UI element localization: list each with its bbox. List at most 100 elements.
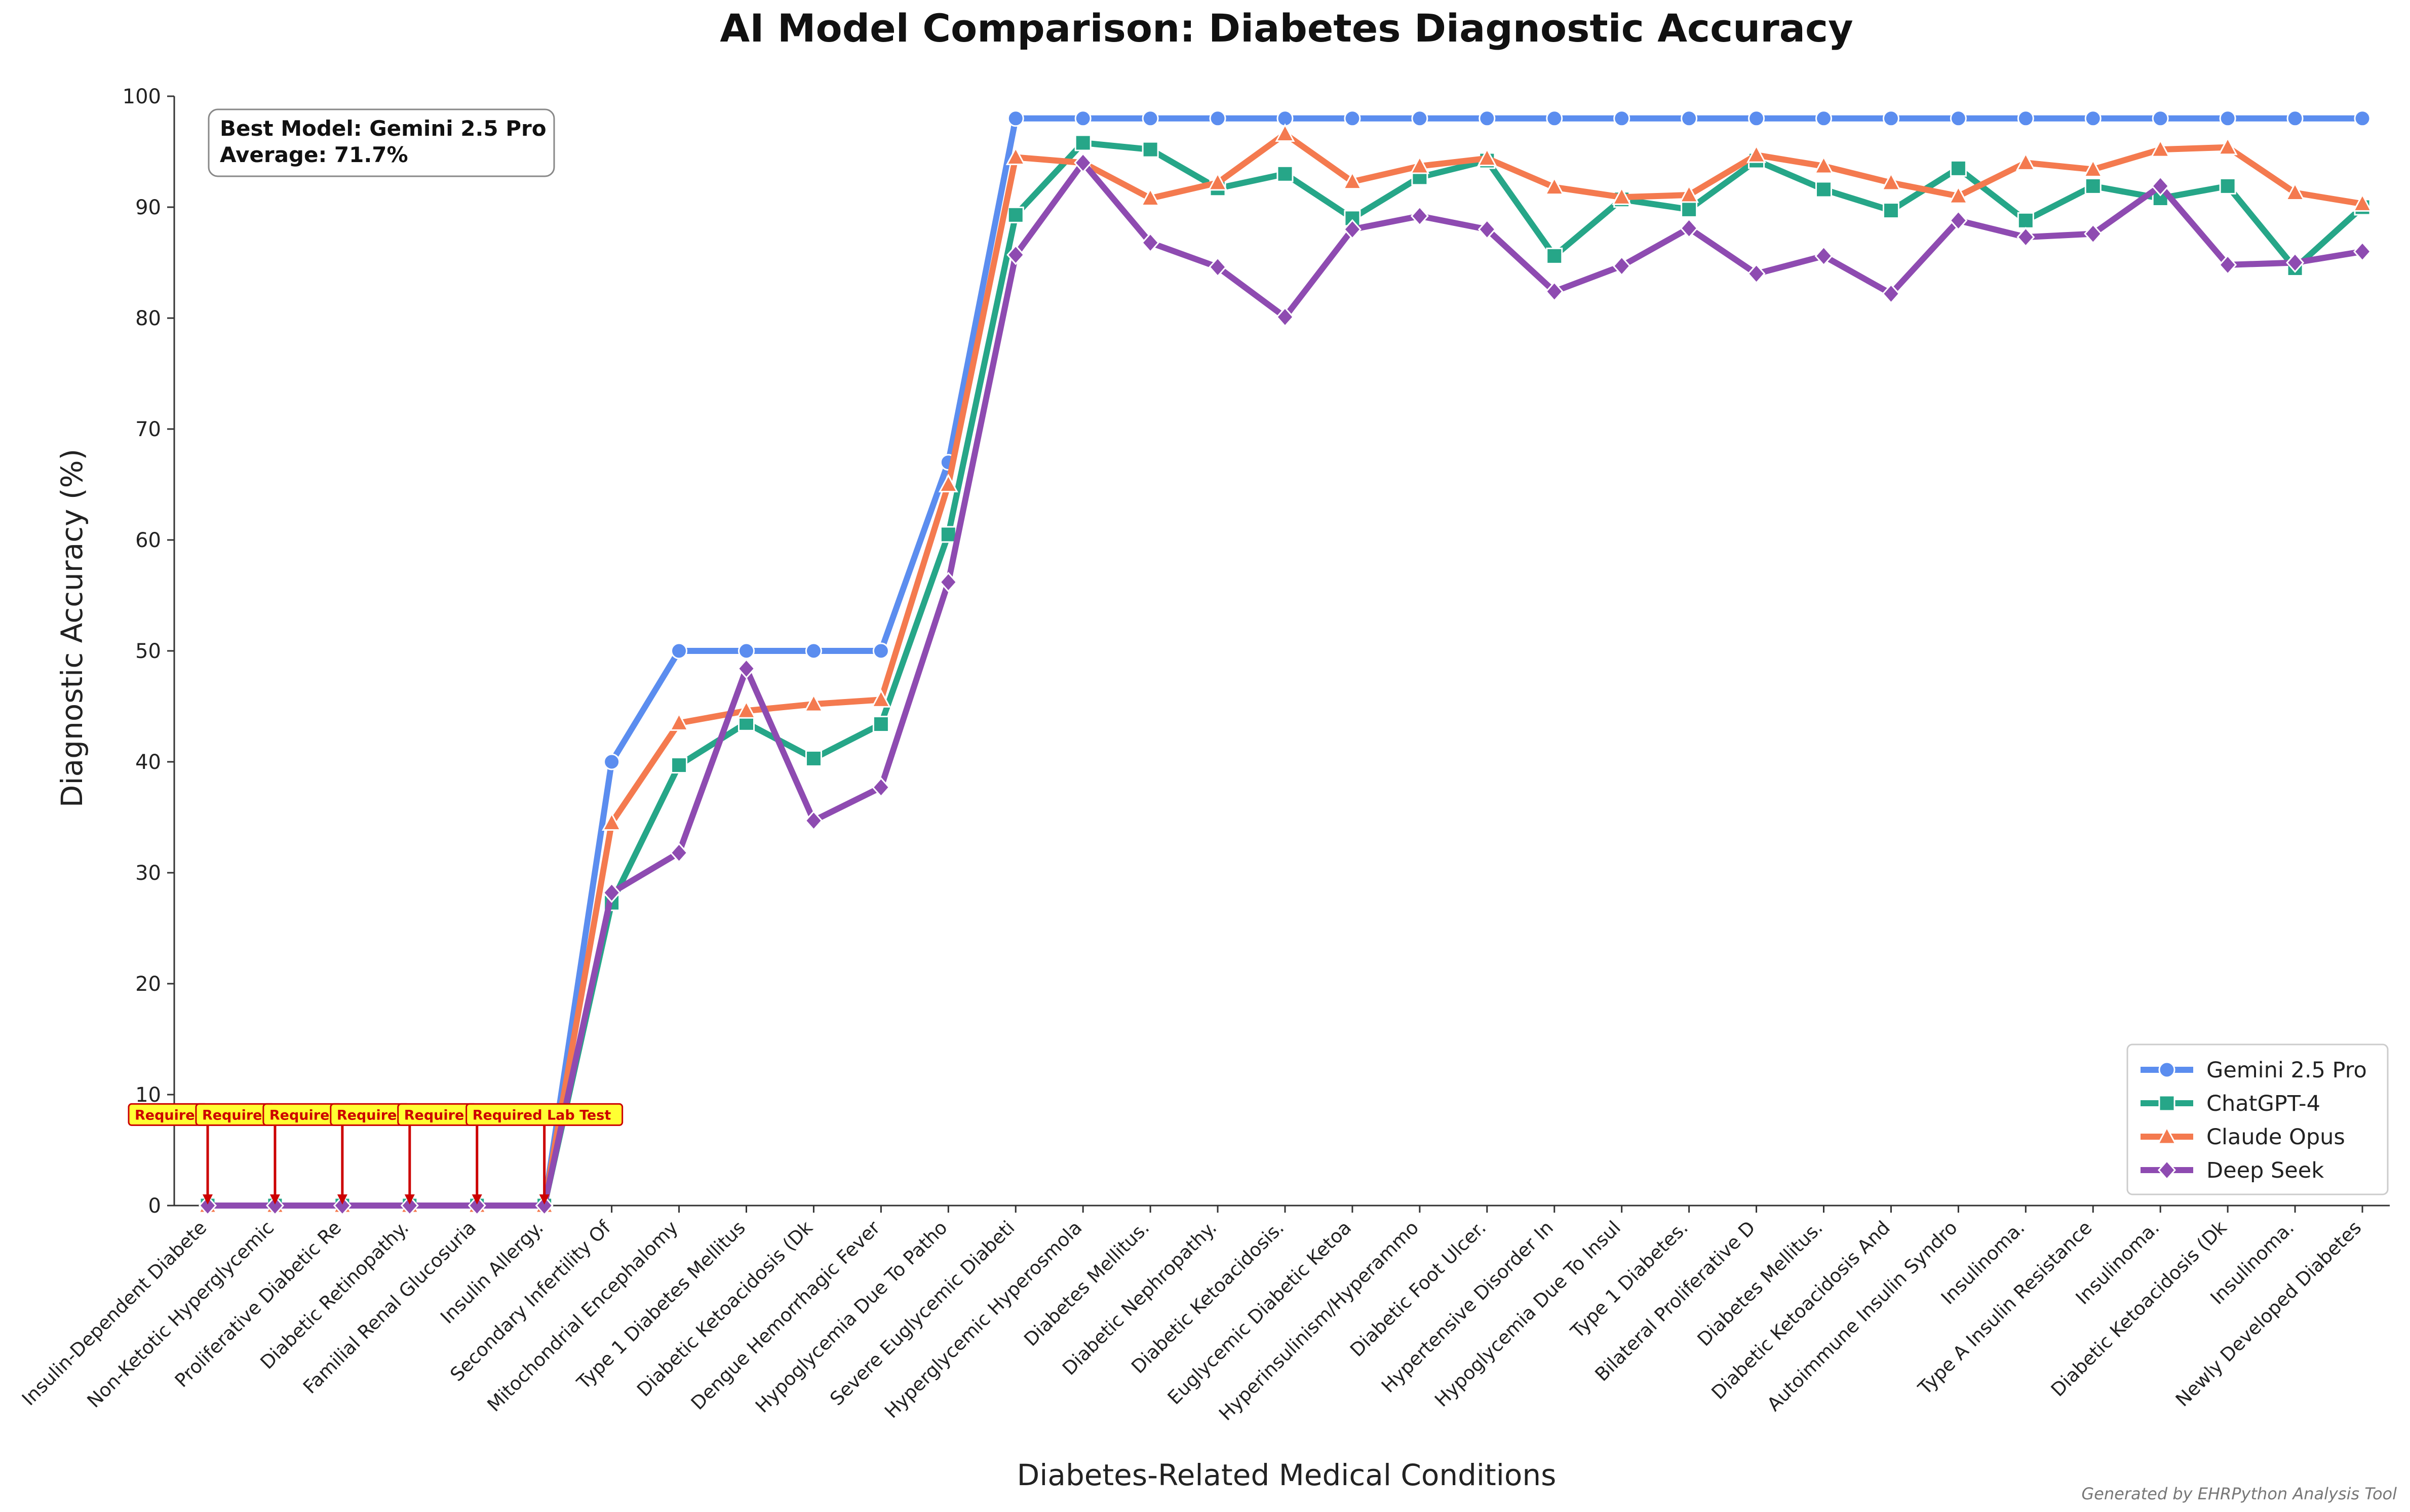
data-point-deep-seek [1612, 255, 1631, 277]
data-point-deep-seek [602, 882, 621, 903]
data-point-deep-seek [1410, 206, 1429, 226]
footer-text: Generated by EHRPython Analysis Tool [2081, 1484, 2397, 1503]
data-point-chatgpt-4 [1950, 160, 1967, 177]
data-point-gemini-2-5-pro [2354, 110, 2371, 127]
data-point-chatgpt-4 [1546, 247, 1563, 264]
legend-frame [2126, 1043, 2389, 1195]
y-tick-label: 80 [135, 307, 161, 330]
legend-swatch-marker [2158, 1095, 2175, 1112]
data-point-deep-seek [1680, 218, 1698, 239]
data-point-deep-seek [872, 777, 890, 798]
data-point-gemini-2-5-pro [1007, 110, 1024, 127]
legend-label: ChatGPT-4 [2206, 1091, 2320, 1116]
required-lab-test-callout: Require [195, 1103, 280, 1205]
data-point-deep-seek [1949, 210, 1968, 231]
legend: Gemini 2.5 Pro ChatGPT-4 Claude Opus Deep S… [2126, 1043, 2389, 1195]
best-model-box: Best Model: Gemini 2.5 Pro Average: 71.7… [208, 108, 555, 177]
data-point-gemini-2-5-pro [805, 642, 822, 660]
data-point-deep-seek [1747, 263, 1766, 284]
data-point-deep-seek [1814, 246, 1833, 266]
data-point-claude-opus [1275, 123, 1295, 142]
data-point-gemini-2-5-pro [1546, 110, 1563, 127]
data-point-deep-seek [1478, 219, 1496, 240]
callout-label: Require [337, 1107, 397, 1123]
data-point-chatgpt-4 [1681, 201, 1698, 218]
required-lab-test-callout: Require [128, 1103, 213, 1205]
data-point-gemini-2-5-pro [2084, 110, 2102, 127]
required-lab-test-callout: Require [397, 1103, 482, 1205]
y-tick-label: 0 [148, 1194, 161, 1218]
data-point-deep-seek [2219, 254, 2237, 276]
y-tick-label: 100 [123, 85, 161, 108]
data-point-gemini-2-5-pro [1950, 110, 1967, 127]
required-lab-test-callout: Required Lab Test [465, 1103, 624, 1205]
y-tick-label: 60 [135, 529, 161, 552]
data-point-claude-opus [803, 693, 824, 712]
y-tick-label: 40 [135, 751, 161, 774]
data-point-claude-opus [1005, 146, 1026, 165]
data-point-deep-seek [2286, 252, 2305, 273]
data-point-chatgpt-4 [2017, 212, 2034, 229]
data-point-claude-opus [1948, 185, 1968, 204]
data-point-chatgpt-4 [2219, 177, 2236, 195]
data-point-chatgpt-4 [1815, 181, 1832, 198]
data-point-deep-seek [400, 1195, 419, 1216]
data-point-claude-opus [2083, 159, 2103, 178]
data-point-claude-opus [736, 700, 756, 719]
legend-label: Claude Opus [2206, 1125, 2345, 1150]
callout-arrow-head [203, 1194, 213, 1205]
y-tick-label: 50 [135, 640, 161, 663]
data-point-gemini-2-5-pro [671, 642, 688, 660]
data-point-claude-opus [938, 474, 958, 492]
data-point-deep-seek [2084, 223, 2103, 244]
callout-label: Require [404, 1107, 464, 1123]
data-point-gemini-2-5-pro [1815, 110, 1832, 127]
callout-label: Require [202, 1107, 262, 1123]
data-point-deep-seek [670, 842, 688, 863]
data-point-deep-seek [1545, 281, 1564, 302]
data-point-deep-seek [1343, 219, 1362, 240]
data-point-claude-opus [2285, 182, 2305, 201]
annotation-layer: Require Require Require Require Require Requi… [128, 1103, 624, 1205]
callout-label: Require [135, 1107, 195, 1123]
y-tick-label: 70 [135, 418, 161, 441]
data-point-deep-seek [468, 1195, 486, 1216]
data-point-deep-seek [804, 810, 823, 831]
data-point-claude-opus [669, 712, 689, 731]
data-point-deep-seek [939, 571, 958, 593]
data-point-claude-opus [1140, 187, 1160, 206]
data-point-chatgpt-4 [671, 757, 688, 774]
series-layer [198, 110, 2373, 1216]
data-point-claude-opus [2015, 152, 2036, 171]
best-model-box-frame [208, 108, 555, 177]
y-tick-label: 30 [135, 862, 161, 885]
data-point-claude-opus [1544, 176, 1565, 196]
data-point-gemini-2-5-pro [2286, 110, 2304, 127]
legend-entry: Claude Opus [2141, 1125, 2345, 1150]
callout-arrow-head [269, 1194, 280, 1205]
data-point-gemini-2-5-pro [872, 642, 889, 660]
data-point-gemini-2-5-pro [1074, 110, 1092, 127]
data-point-deep-seek [265, 1195, 284, 1216]
y-axis-label: Diagnostic Accuracy (%) [55, 449, 89, 807]
callout-arrow-head [337, 1194, 347, 1205]
best-model-text: Best Model: Gemini 2.5 Pro [220, 116, 547, 141]
data-point-claude-opus [1612, 186, 1632, 205]
callout-arrow-head [404, 1194, 415, 1205]
data-point-gemini-2-5-pro [1613, 110, 1630, 127]
data-point-chatgpt-4 [805, 750, 822, 767]
data-point-gemini-2-5-pro [1479, 110, 1496, 127]
data-point-deep-seek [1882, 283, 1900, 304]
legend-entry: Deep Seek [2141, 1158, 2324, 1183]
data-point-deep-seek [2353, 241, 2372, 262]
data-point-gemini-2-5-pro [1209, 110, 1226, 127]
data-point-deep-seek [535, 1195, 554, 1216]
data-point-deep-seek [1209, 257, 1227, 278]
callout-arrow-head [539, 1194, 550, 1205]
callout-arrow-head [472, 1194, 482, 1205]
data-point-deep-seek [1074, 152, 1093, 173]
data-point-deep-seek [198, 1195, 217, 1216]
data-point-gemini-2-5-pro [1142, 110, 1159, 127]
callout-label: Require [269, 1107, 330, 1123]
